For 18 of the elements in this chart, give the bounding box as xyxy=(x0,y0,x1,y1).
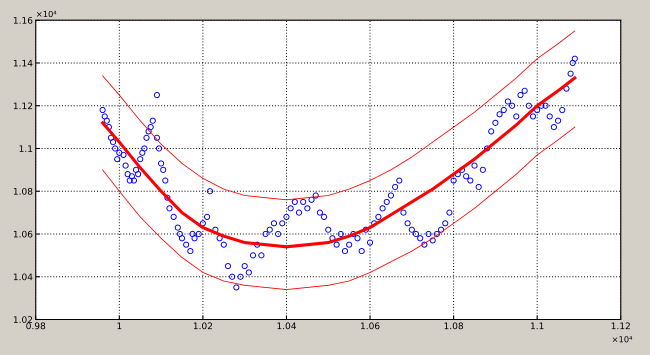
text: ×10⁴ xyxy=(612,336,632,342)
x-tick-label: 1.12 xyxy=(612,322,630,330)
y-tick-label: 1.16 xyxy=(14,16,32,24)
y-tick-label: 1.08 xyxy=(14,188,32,195)
y-tick-label: 1.02 xyxy=(14,316,32,324)
x-tick-label: 1 xyxy=(117,322,122,330)
text: ×10⁴ xyxy=(36,10,56,18)
y-tick-label: 1.12 xyxy=(14,102,32,110)
y-tick-label: 1.06 xyxy=(14,230,32,238)
y-tick-label: 1.14 xyxy=(14,60,32,66)
x-tick-label: 1.1 xyxy=(530,322,544,330)
x-tick-label: 1.02 xyxy=(194,322,212,330)
y-tick-label: 1.04 xyxy=(14,273,32,280)
x-tick-label: 1.08 xyxy=(444,322,464,330)
x-tick-label: 0.98 xyxy=(26,322,46,330)
x-tick-label: 1.06 xyxy=(360,322,380,330)
x-tick-label: 1.04 xyxy=(277,322,296,330)
y-tick-label: 1.1 xyxy=(20,145,32,152)
